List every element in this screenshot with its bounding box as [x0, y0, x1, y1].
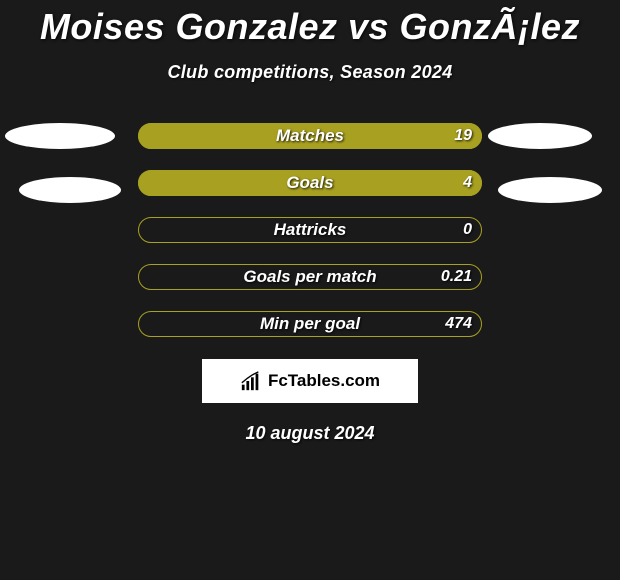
stat-bar-outline [138, 311, 482, 337]
date-text: 10 august 2024 [245, 423, 374, 444]
logo-text: FcTables.com [268, 371, 380, 391]
player-ellipse [5, 123, 115, 149]
fctables-logo-icon [240, 370, 262, 392]
stats-area: Matches19 Goals4 Hattricks0 Goals per match… [0, 123, 620, 337]
logo-box[interactable]: FcTables.com [202, 359, 418, 403]
stat-row: Min per goal474 [138, 311, 482, 337]
stat-row: Matches19 [138, 123, 482, 149]
stat-row: Goals4 [138, 170, 482, 196]
stat-row: Goals per match0.21 [138, 264, 482, 290]
stat-bar-fill [138, 170, 482, 196]
page-subtitle: Club competitions, Season 2024 [167, 62, 452, 83]
player-ellipse [19, 177, 121, 203]
player-ellipse [498, 177, 602, 203]
stat-bar-outline [138, 217, 482, 243]
stat-bar-fill [138, 123, 482, 149]
stat-row: Hattricks0 [138, 217, 482, 243]
page-title: Moises Gonzalez vs GonzÃ¡lez [40, 6, 580, 48]
main-container: Moises Gonzalez vs GonzÃ¡lez Club compet… [0, 0, 620, 444]
stat-bar-outline [138, 264, 482, 290]
player-ellipse [488, 123, 592, 149]
